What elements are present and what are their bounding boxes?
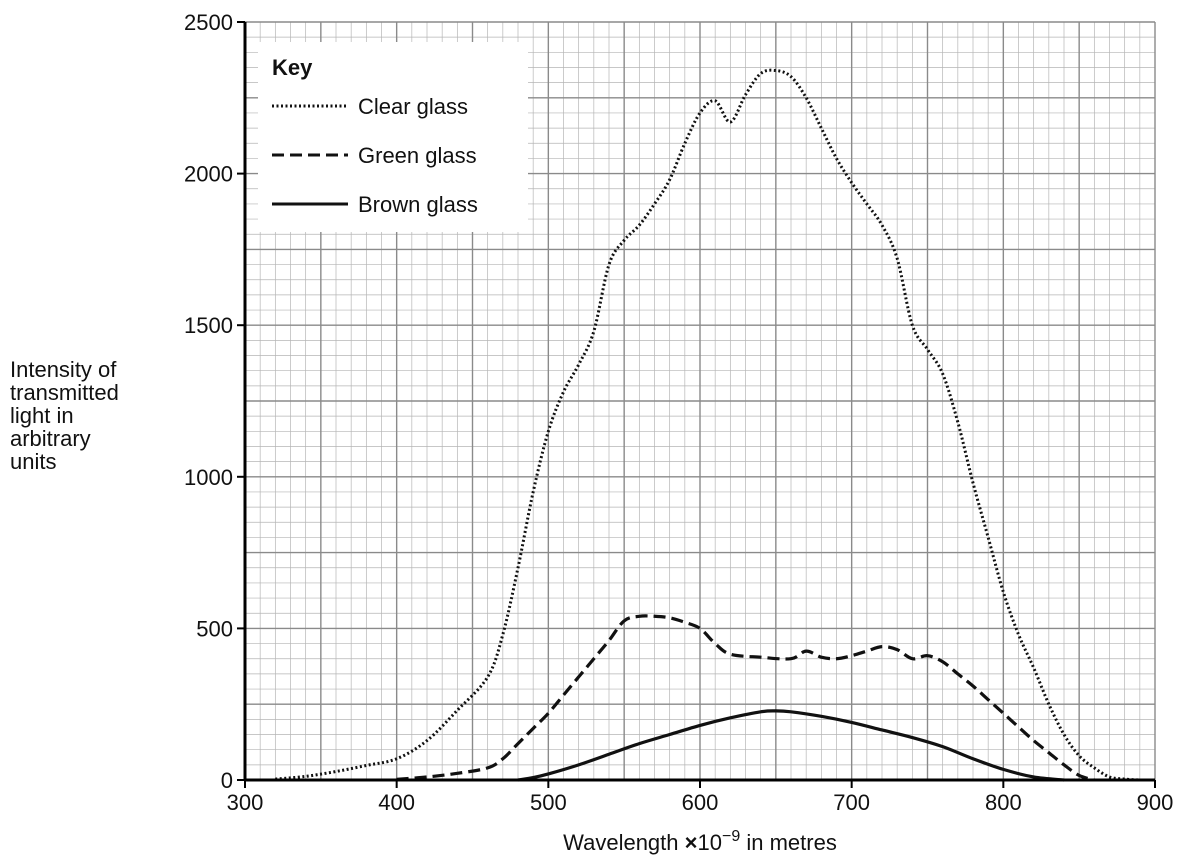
x-tick-label: 800 (985, 790, 1022, 815)
legend-box (258, 42, 528, 232)
x-tick-label: 300 (227, 790, 264, 815)
y-tick-label: 0 (221, 768, 233, 793)
legend-title: Key (272, 55, 313, 80)
y-axis-label-line: transmitted (10, 380, 119, 405)
series-line-brown-glass (517, 709, 1065, 782)
x-tick-label: 400 (378, 790, 415, 815)
y-axis-label-line: light in (10, 403, 74, 428)
tick-labels: 300 400 500 600 700 800 900 0 500 1000 1500 2000 250… (184, 10, 1173, 815)
x-tick-label: 700 (833, 790, 870, 815)
x-tick-label: 600 (682, 790, 719, 815)
legend-label: Clear glass (358, 94, 468, 119)
y-axis-label-line: arbitrary (10, 426, 91, 451)
y-tick-label: 1000 (184, 465, 233, 490)
y-axis-label: Intensity of transmitted light in arbitr… (10, 358, 119, 473)
series-line-green-glass (396, 614, 1095, 782)
legend-label: Green glass (358, 143, 477, 168)
legend: Key Clear glass Green glass Brown glass (258, 42, 528, 232)
y-tick-label: 500 (196, 616, 233, 641)
x-axis-label: Wavelength ×10−9 in metres (563, 828, 837, 855)
series-layer (275, 68, 1140, 782)
x-tick-label: 900 (1137, 790, 1174, 815)
x-tick-label: 500 (530, 790, 567, 815)
y-tick-label: 2000 (184, 162, 233, 187)
legend-label: Brown glass (358, 192, 478, 217)
y-tick-label: 2500 (184, 10, 233, 35)
y-tick-label: 1500 (184, 313, 233, 338)
y-axis-label-line: Intensity of (10, 357, 117, 382)
y-axis-label-line: units (10, 449, 57, 474)
